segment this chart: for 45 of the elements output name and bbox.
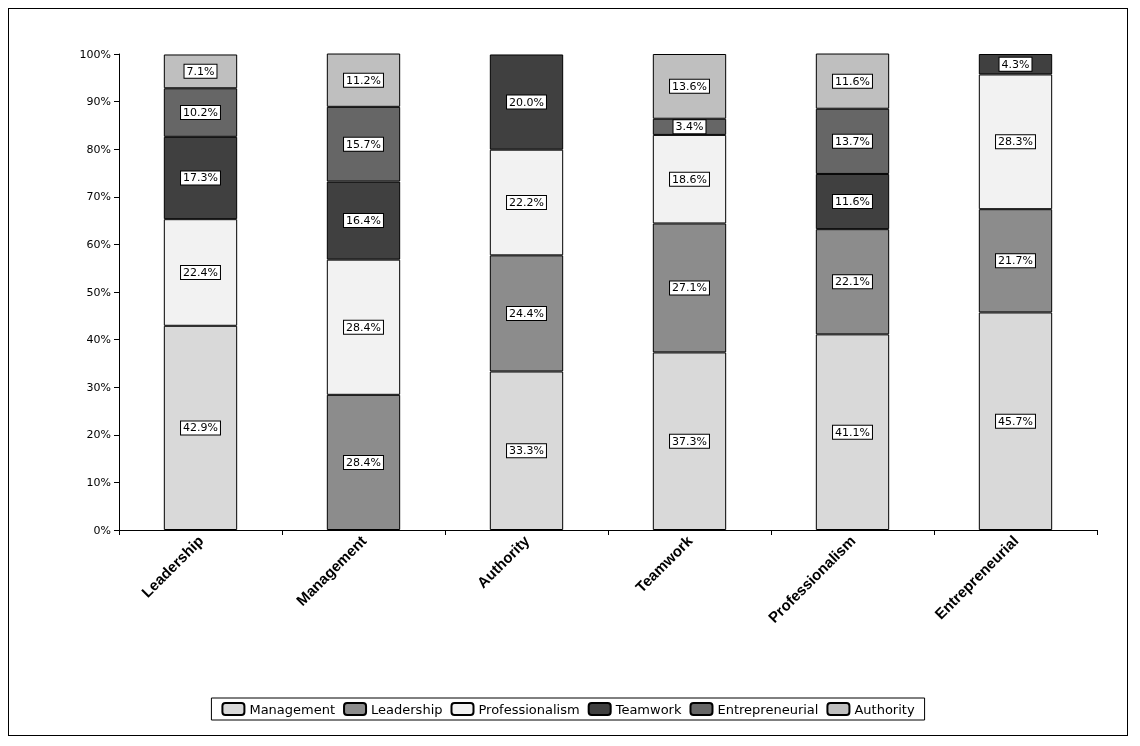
data-label: 33.3% — [509, 444, 544, 458]
legend-label: Professionalism — [478, 701, 580, 717]
data-label: 11.6% — [835, 74, 870, 88]
data-label: 22.1% — [835, 275, 870, 289]
legend-label: Authority — [854, 701, 915, 717]
data-label: 22.2% — [509, 196, 544, 210]
data-label: 13.6% — [672, 79, 707, 93]
data-label: 7.1% — [186, 64, 215, 78]
data-label: 28.3% — [998, 135, 1033, 149]
y-tick-label: 20% — [86, 428, 111, 442]
y-tick-label: 90% — [86, 95, 111, 109]
legend-label: Management — [249, 701, 336, 717]
data-label: 4.3% — [1001, 57, 1030, 71]
data-label: 24.4% — [509, 306, 544, 320]
y-tick-label: 0% — [93, 523, 111, 537]
data-label: 13.7% — [835, 134, 870, 148]
data-label: 28.4% — [346, 455, 381, 469]
y-tick-label: 80% — [86, 142, 111, 156]
data-label: 16.4% — [346, 214, 381, 228]
data-label: 20.0% — [509, 95, 544, 109]
data-label: 11.2% — [346, 73, 381, 87]
data-label: 41.1% — [835, 425, 870, 439]
data-label: 18.6% — [672, 172, 707, 186]
data-label: 22.4% — [183, 265, 218, 279]
y-tick-label: 30% — [86, 380, 111, 394]
data-label: 11.6% — [835, 195, 870, 209]
y-tick-label: 60% — [86, 237, 111, 251]
data-label: 21.7% — [998, 254, 1033, 268]
data-label: 17.3% — [183, 171, 218, 185]
data-label: 42.9% — [183, 421, 218, 435]
data-label: 45.7% — [998, 414, 1033, 428]
y-tick-label: 50% — [86, 285, 111, 299]
data-label: 28.4% — [346, 320, 381, 334]
y-tick-label: 100% — [79, 47, 111, 61]
data-label: 37.3% — [672, 434, 707, 448]
legend-label: Entrepreneurial — [717, 701, 819, 717]
y-tick-label: 40% — [86, 333, 111, 347]
y-tick-label: 70% — [86, 190, 111, 204]
legend-label: Leadership — [371, 701, 443, 717]
data-label: 15.7% — [346, 137, 381, 151]
y-tick-label: 10% — [86, 475, 111, 489]
data-label: 3.4% — [675, 120, 704, 134]
data-label: 10.2% — [183, 106, 218, 120]
data-label: 27.1% — [672, 281, 707, 295]
legend-label: Teamwork — [614, 701, 682, 717]
